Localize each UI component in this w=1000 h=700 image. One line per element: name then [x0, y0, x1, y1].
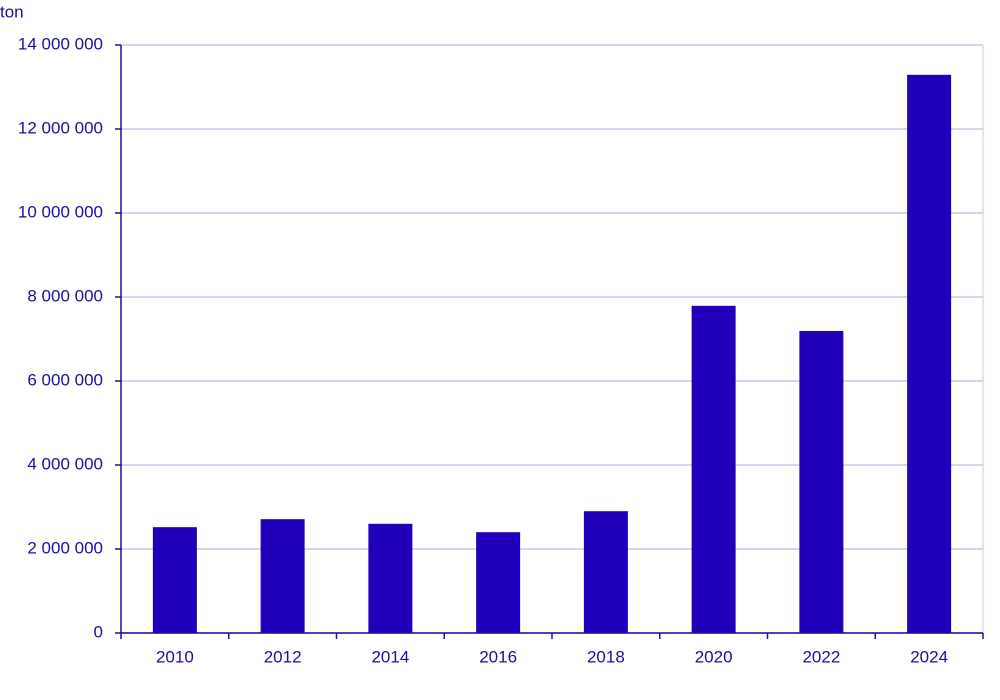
- y-tick-label: 8 000 000: [27, 286, 103, 305]
- y-tick-label: 0: [94, 622, 103, 641]
- bar: [799, 331, 844, 633]
- x-tick-label: 2014: [371, 647, 409, 666]
- bar: [368, 523, 413, 633]
- y-tick-label: 4 000 000: [27, 454, 103, 473]
- y-tick-label: 12 000 000: [18, 118, 103, 137]
- x-tick-label: 2024: [910, 647, 948, 666]
- x-tick-label: 2010: [156, 647, 194, 666]
- bar: [476, 532, 521, 633]
- bar: [152, 527, 197, 633]
- y-tick-label: 14 000 000: [18, 34, 103, 53]
- x-tick-label: 2012: [264, 647, 302, 666]
- y-axis-label: ton: [0, 2, 24, 21]
- bar: [583, 511, 628, 633]
- x-tick-label: 2016: [479, 647, 517, 666]
- x-tick-label: 2022: [802, 647, 840, 666]
- bar: [907, 74, 952, 633]
- x-tick-label: 2018: [587, 647, 625, 666]
- bar: [691, 305, 736, 633]
- y-tick-label: 6 000 000: [27, 370, 103, 389]
- bar: [260, 519, 305, 633]
- y-tick-label: 2 000 000: [27, 538, 103, 557]
- y-tick-label: 10 000 000: [18, 202, 103, 221]
- x-tick-label: 2020: [695, 647, 733, 666]
